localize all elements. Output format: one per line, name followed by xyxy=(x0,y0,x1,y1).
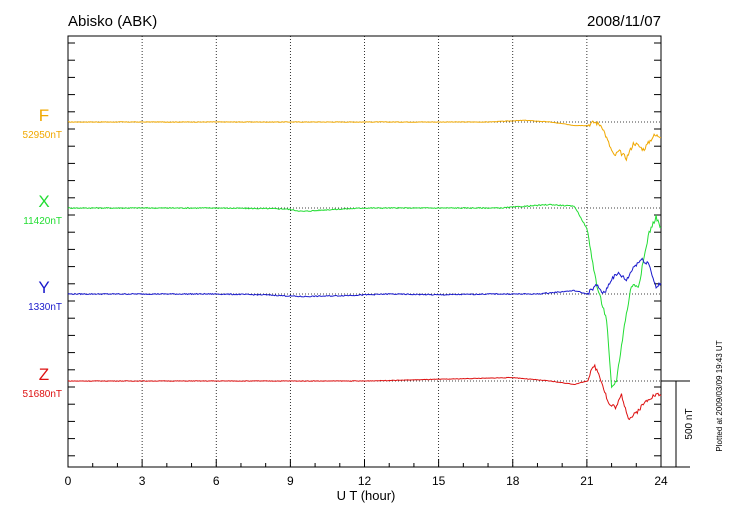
series-baseline-value-x: 11420nT xyxy=(23,216,62,227)
x-tick-label-21: 21 xyxy=(580,474,594,488)
scale-bar: 500 nT xyxy=(661,380,695,468)
series-line-z xyxy=(68,363,662,421)
series-name-y: Y xyxy=(38,278,49,297)
scale-bar-label: 500 nT xyxy=(684,408,695,439)
x-axis-label: U T (hour) xyxy=(337,488,396,503)
series-line-f xyxy=(68,119,661,162)
x-tick-label-15: 15 xyxy=(432,474,446,488)
x-tick-label-0: 0 xyxy=(65,474,72,488)
series-name-f: F xyxy=(39,106,49,125)
series-line-y xyxy=(67,257,662,298)
x-axis-ticks: 0 3 6 9 12 15 18 21 24 xyxy=(65,459,668,488)
x-tick-label-9: 9 xyxy=(287,474,294,488)
station-title: Abisko (ABK) xyxy=(68,13,157,30)
plotted-note: Plotted at 2009/03/09 19:43 UT xyxy=(715,340,724,451)
series-baseline-value-y: 1330nT xyxy=(28,302,62,313)
vertical-grid xyxy=(141,36,588,467)
x-tick-label-18: 18 xyxy=(506,474,520,488)
series-line-x xyxy=(67,203,662,389)
series-lines xyxy=(67,119,662,421)
x-tick-label-12: 12 xyxy=(358,474,372,488)
series-labels: F 52950nT X 11420nT Y 1330nT Z 51680nT xyxy=(23,106,62,400)
series-baseline-value-f: 52950nT xyxy=(23,130,62,141)
minor-ticks xyxy=(68,42,661,457)
x-tick-label-24: 24 xyxy=(654,474,668,488)
x-tick-label-6: 6 xyxy=(213,474,220,488)
date-label: 2008/11/07 xyxy=(587,13,661,30)
x-tick-label-3: 3 xyxy=(139,474,146,488)
series-name-z: Z xyxy=(39,365,49,384)
series-baseline-value-z: 51680nT xyxy=(23,389,62,400)
series-name-x: X xyxy=(38,192,49,211)
